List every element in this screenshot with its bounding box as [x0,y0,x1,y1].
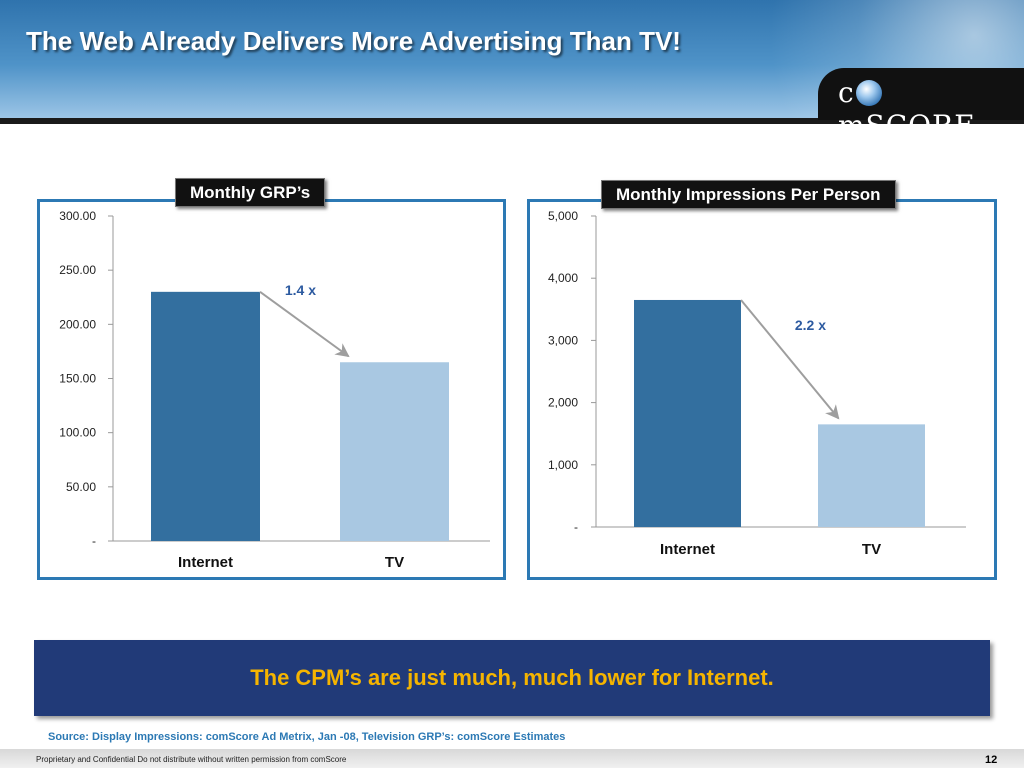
bar-tv [818,424,925,527]
y-tick-label: - [574,520,578,534]
y-tick-label: 200.00 [59,317,96,331]
y-tick-label: 150.00 [59,372,96,386]
y-tick-label: 1,000 [548,458,578,472]
y-tick-label: 3,000 [548,333,578,347]
y-tick-label: - [92,534,96,548]
category-label: TV [385,554,404,571]
ratio-arrow [740,299,840,420]
impressions-chart-panel: - 1,000 2,000 3,000 4,000 5,000 Internet TV 2.2 … [527,199,997,580]
header-banner [0,0,1024,118]
comscore-logo: cmSCORE. [818,68,1024,142]
y-tick-label: 100.00 [59,426,96,440]
impressions-chart-title: Monthly Impressions Per Person [601,180,896,209]
callout-text: The CPM’s are just much, much lower for … [250,665,774,690]
ratio-annotation: 2.2 x [795,317,826,333]
footer-bar [0,749,1024,768]
globe-icon [855,80,882,106]
y-tick-label: 300.00 [59,209,96,223]
grp-chart-panel: - 50.00 100.00 150.00 200.00 250.00 300.00 Inte… [37,199,506,580]
page-number: 12 [985,754,998,766]
slide-title: The Web Already Delivers More Advertisin… [26,26,681,56]
grp-chart: - 50.00 100.00 150.00 200.00 250.00 300.00 Inte… [59,209,490,571]
y-tick-label: 2,000 [548,396,578,410]
y-tick-label: 5,000 [548,209,578,223]
y-tick-label: 50.00 [66,480,96,494]
bar-internet [634,299,741,527]
source-note: Source: Display Impressions: comScore Ad… [48,731,566,743]
category-label: Internet [178,554,233,571]
category-label: Internet [660,541,715,558]
y-tick-label: 250.00 [59,263,96,277]
footer-disclaimer: Proprietary and Confidential Do not dist… [36,755,347,764]
impressions-chart: - 1,000 2,000 3,000 4,000 5,000 Internet TV 2.2 … [548,209,966,558]
callout-box: The CPM’s are just much, much lower for … [34,640,990,716]
ratio-arrow [259,291,350,358]
header-divider [0,118,1024,124]
bar-internet [151,291,260,541]
y-tick-label: 4,000 [548,271,578,285]
category-label: TV [862,541,881,558]
ratio-annotation: 1.4 x [285,282,316,298]
bar-tv [340,362,449,541]
grp-chart-title: Monthly GRP’s [175,178,326,207]
